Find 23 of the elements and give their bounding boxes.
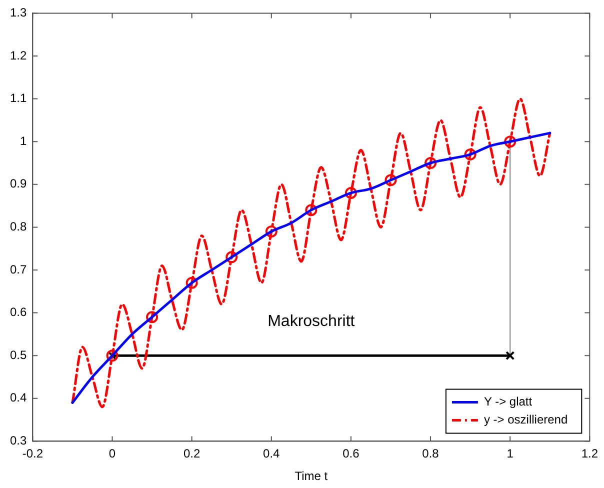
y-tick-label: 0.4 (10, 390, 27, 405)
x-tick-label: 0.4 (263, 446, 280, 461)
y-tick-label: 1.2 (10, 48, 27, 62)
y-tick-label: 0.8 (10, 220, 27, 234)
y-tick-label: 0.3 (10, 434, 27, 448)
y-tick-label: 1 (20, 134, 27, 148)
legend-label: y -> oszillierend (484, 412, 568, 427)
x-tick-label: 0 (108, 446, 116, 461)
x-tick-label: 1.2 (581, 446, 598, 461)
x-tick-label: -0.2 (22, 446, 44, 461)
y-tick-label: 1.3 (10, 6, 27, 20)
y-tick-label: 0.5 (10, 348, 27, 362)
y-tick-label: 0.9 (10, 176, 27, 191)
x-tick-label: 0.2 (183, 446, 200, 461)
x-tick-label: 1 (506, 446, 514, 461)
legend-label: Y -> glatt (484, 394, 533, 409)
x-tick-label: 0.8 (422, 446, 440, 461)
y-tick-label: 0.7 (10, 262, 27, 276)
x-tick-label: 0.6 (342, 446, 360, 461)
annotation: Makroschritt (268, 312, 356, 330)
y-tick-label: 1.1 (10, 91, 27, 106)
y-tick-label: 0.6 (10, 305, 27, 320)
x-axis-title: Time t (294, 469, 328, 484)
